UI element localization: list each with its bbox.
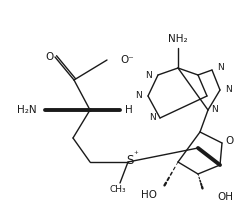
Text: OH: OH: [217, 192, 233, 202]
Text: N: N: [136, 92, 142, 101]
Text: CH₃: CH₃: [110, 185, 126, 194]
Text: O: O: [45, 52, 53, 62]
Text: HO: HO: [141, 190, 157, 200]
Text: H₂N: H₂N: [18, 105, 37, 115]
Text: N: N: [148, 113, 156, 122]
Text: N: N: [212, 105, 218, 114]
Text: NH₂: NH₂: [168, 34, 188, 44]
Text: O: O: [225, 136, 233, 146]
Text: H: H: [125, 105, 133, 115]
Text: ⁺: ⁺: [134, 151, 138, 160]
Text: S: S: [126, 154, 134, 167]
Text: N: N: [226, 85, 232, 94]
Text: N: N: [216, 62, 224, 71]
Text: N: N: [146, 71, 152, 80]
Text: O⁻: O⁻: [120, 55, 134, 65]
